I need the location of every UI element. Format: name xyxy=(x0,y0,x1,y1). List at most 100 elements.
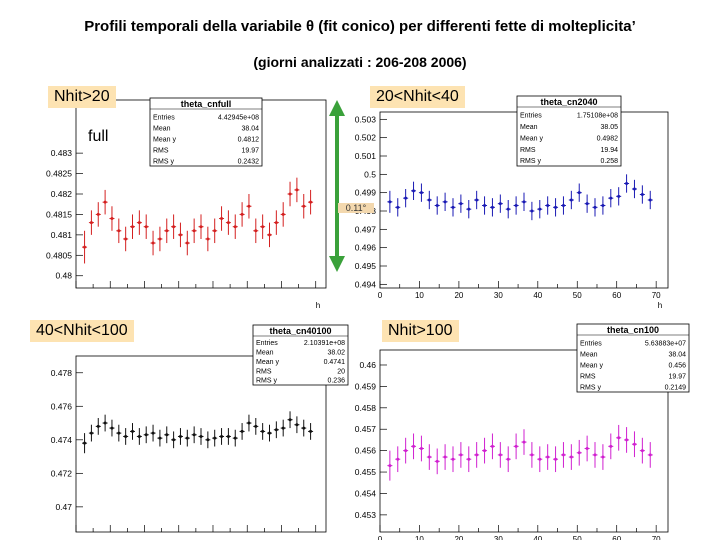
stats-key: Entries xyxy=(256,340,278,347)
data-point xyxy=(295,188,299,192)
data-point xyxy=(632,187,636,191)
data-point xyxy=(178,434,182,438)
data-point xyxy=(206,237,210,241)
data-point xyxy=(254,424,258,428)
data-point xyxy=(274,221,278,225)
data-point xyxy=(213,436,217,440)
data-point xyxy=(585,202,589,206)
stats-box-title: theta_cnfull xyxy=(181,99,232,109)
data-point xyxy=(309,200,313,204)
y-tick-label: 0.4805 xyxy=(46,250,72,260)
data-point xyxy=(554,205,558,209)
stats-key: Mean xyxy=(580,351,598,358)
data-point xyxy=(419,191,423,195)
stats-box-2 xyxy=(516,95,622,167)
y-tick-label: 0.457 xyxy=(355,424,377,434)
data-point xyxy=(103,200,107,204)
data-point xyxy=(185,436,189,440)
data-point xyxy=(302,204,306,208)
y-tick-label: 0.481 xyxy=(51,230,73,240)
data-point xyxy=(577,451,581,455)
stats-value: 0.4982 xyxy=(597,135,619,142)
data-point xyxy=(254,229,258,233)
data-point xyxy=(96,212,100,216)
stats-box-1 xyxy=(149,97,263,167)
y-tick-label: 0.5 xyxy=(364,169,376,179)
data-point xyxy=(110,426,114,430)
x-tick-label: 20 xyxy=(454,291,463,300)
data-point xyxy=(538,207,542,211)
stats-box-title: theta_cn40100 xyxy=(269,326,331,336)
panel-tag-4: Nhit>100 xyxy=(382,320,459,342)
panel-tag-1: Nhit>20 xyxy=(48,86,116,108)
y-tick-label: 0.474 xyxy=(51,435,73,445)
data-point xyxy=(427,198,431,202)
x-tick-label: 60 xyxy=(612,291,621,300)
x-tick-label: 70 xyxy=(652,291,661,300)
data-point xyxy=(569,198,573,202)
page-title: Profili temporali della variabile θ (fit… xyxy=(84,18,636,35)
data-point xyxy=(89,431,93,435)
data-point xyxy=(158,237,162,241)
stats-box-3 xyxy=(252,324,349,386)
data-point xyxy=(483,204,487,207)
data-point xyxy=(131,429,135,433)
data-point xyxy=(404,196,408,200)
data-point xyxy=(514,444,518,448)
stats-key: Entries xyxy=(580,340,602,347)
data-point xyxy=(192,433,196,437)
y-tick-label: 0.455 xyxy=(355,467,377,477)
x-tick-label: 30 xyxy=(494,291,503,300)
data-point xyxy=(498,453,502,457)
data-point xyxy=(569,455,573,459)
data-point xyxy=(247,421,251,425)
stats-key: RMS y xyxy=(153,158,175,165)
y-tick-label: 0.459 xyxy=(355,381,377,391)
stats-key: Mean y xyxy=(256,359,279,366)
data-point xyxy=(103,421,107,425)
x-tick-label: 10 xyxy=(415,291,424,300)
data-point xyxy=(192,229,196,233)
stats-value: 38.05 xyxy=(600,124,618,131)
y-tick-label: 0.496 xyxy=(355,243,377,253)
stats-value: 0.236 xyxy=(327,378,345,385)
data-point xyxy=(213,229,217,233)
data-point xyxy=(404,449,408,453)
stats-value: 4.42945e+08 xyxy=(218,114,259,121)
data-point xyxy=(226,221,230,225)
data-point xyxy=(117,431,121,435)
data-point xyxy=(554,457,558,461)
stats-value: 38.02 xyxy=(327,349,345,356)
y-tick-label: 0.483 xyxy=(51,148,73,158)
stats-value: 0.258 xyxy=(600,158,618,165)
y-tick-label: 0.456 xyxy=(355,446,377,456)
stats-box-4 xyxy=(576,323,690,393)
data-point xyxy=(585,446,589,450)
stats-value: 2.10391e+08 xyxy=(304,340,345,347)
data-point xyxy=(124,237,128,241)
stats-key: Mean y xyxy=(520,135,543,142)
y-tick-label: 0.47 xyxy=(55,502,72,512)
y-tick-label: 0.494 xyxy=(355,279,377,289)
data-point xyxy=(490,205,494,209)
data-point xyxy=(388,200,392,204)
data-point xyxy=(240,212,244,216)
data-point xyxy=(561,204,565,207)
data-point xyxy=(89,221,93,225)
data-point xyxy=(396,457,400,461)
x-tick-label: 40 xyxy=(533,535,542,540)
stats-value: 0.2149 xyxy=(665,384,687,391)
data-point xyxy=(172,438,176,442)
data-point xyxy=(435,459,439,463)
data-point xyxy=(206,438,210,442)
data-point xyxy=(124,434,128,438)
data-point xyxy=(625,438,629,442)
data-point xyxy=(309,429,313,433)
y-tick-label: 0.4825 xyxy=(46,169,72,179)
data-point xyxy=(388,464,392,468)
y-tick-label: 0.48 xyxy=(55,271,72,281)
stats-value: 0.4812 xyxy=(238,136,260,143)
data-point xyxy=(506,457,510,461)
data-point xyxy=(522,200,526,204)
